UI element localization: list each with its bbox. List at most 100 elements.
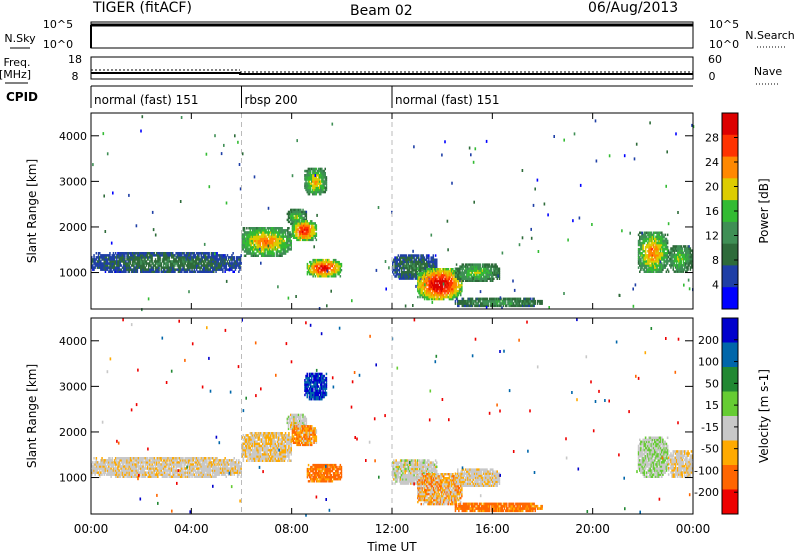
y-tick-label: 2000: [59, 221, 87, 234]
noise-cell: [181, 116, 183, 119]
noise-cell: [609, 154, 611, 157]
echo-cell: [433, 254, 435, 256]
noise-cell: [277, 285, 279, 288]
noise-cell: [254, 175, 256, 178]
colorbar-swatch: [722, 178, 738, 200]
echo-cell: [541, 302, 543, 305]
noise-cell: [530, 228, 532, 231]
noise-cell: [152, 211, 154, 214]
nave-tick-top: 60: [708, 53, 722, 66]
noise-cell: [666, 150, 668, 153]
echo-cell: [273, 255, 275, 258]
echo-cell: [664, 234, 666, 237]
noise-cell: [326, 304, 328, 307]
noise-cell: [209, 185, 211, 188]
noise-cell: [553, 135, 555, 138]
noise-cell: [153, 228, 155, 231]
noise-cell: [502, 252, 504, 255]
noise-cell: [649, 121, 651, 124]
noise-cell: [214, 252, 216, 255]
power-ylabel: Slant Range [km]: [25, 159, 39, 263]
nave-trace: [91, 70, 693, 72]
nsearch-tick-top: 10^5: [709, 18, 739, 31]
noise-cell: [451, 182, 453, 185]
echo-cell: [325, 172, 327, 175]
noise-cell: [574, 132, 576, 135]
cpid-segment-label: rbsp 200: [245, 93, 298, 107]
noise-cell: [470, 153, 472, 156]
echo-cell: [93, 254, 95, 257]
noise-cell: [226, 280, 228, 283]
noise-cell: [677, 211, 679, 214]
beam-title: Beam 02: [350, 3, 413, 19]
noise-cell: [128, 194, 130, 197]
noise-cell: [313, 245, 315, 248]
noise-cell: [547, 213, 549, 216]
noise-cell: [431, 234, 433, 237]
noise-cell: [689, 287, 691, 290]
echo-cell: [316, 239, 318, 242]
station-title: TIGER (fitACF): [92, 0, 192, 16]
noise-cell: [659, 260, 661, 263]
echo-cell: [667, 240, 669, 243]
noise-cell: [332, 123, 334, 126]
echo-cell: [418, 254, 420, 256]
echo-cell: [493, 278, 495, 280]
cpid-segment-label: normal (fast) 151: [94, 93, 198, 107]
noise-cell: [316, 214, 318, 217]
echo-cell: [341, 263, 343, 265]
noise-cell: [563, 292, 565, 295]
noise-cell: [444, 140, 446, 143]
noise-cell: [537, 179, 539, 182]
echo-cell: [417, 296, 419, 298]
nave-label: Nave: [754, 65, 782, 78]
noise-cell: [512, 280, 514, 283]
echo-cell: [499, 268, 501, 270]
noise-cell: [473, 161, 475, 164]
nsky-tick-bottom: 10^0: [43, 38, 73, 51]
noise-cell: [619, 294, 621, 297]
echo-cell: [436, 259, 438, 262]
echo-cell: [499, 300, 501, 303]
noise-cell: [596, 160, 598, 163]
noise-cell: [685, 263, 687, 266]
noise-cell: [633, 305, 635, 308]
noise-cell: [591, 223, 593, 226]
noise-cell: [472, 277, 474, 280]
echo-cell: [480, 300, 482, 303]
freq-panel: [91, 57, 693, 79]
noise-cell: [531, 237, 533, 240]
noise-cell: [579, 217, 581, 220]
noise-cell: [204, 243, 206, 246]
noise-cell: [413, 145, 415, 148]
noise-cell: [534, 188, 536, 191]
echo-cell: [245, 255, 247, 258]
echo-cell: [273, 252, 275, 255]
noise-cell: [111, 242, 113, 245]
noise-cell: [441, 154, 443, 157]
noise-cell: [148, 297, 150, 300]
noise-cell: [327, 270, 329, 273]
noise-cell: [688, 279, 690, 282]
noise-cell: [226, 202, 228, 205]
noise-cell: [522, 236, 524, 239]
echo-cell: [335, 275, 337, 277]
noise-cell: [188, 290, 190, 293]
noise-cell: [544, 203, 546, 206]
noise-cell: [415, 285, 417, 288]
echo-cell: [291, 240, 293, 243]
echo-cell: [232, 252, 234, 255]
noise-cell: [136, 224, 138, 227]
noise-cell: [580, 184, 582, 187]
freq-trace: [91, 73, 693, 74]
noise-cell: [378, 206, 380, 209]
noise-cell: [567, 239, 569, 242]
echo-cell: [497, 265, 499, 267]
noise-cell: [398, 275, 400, 278]
echo-cell: [96, 252, 98, 255]
noise-cell: [668, 222, 670, 225]
noise-cell: [533, 204, 535, 207]
